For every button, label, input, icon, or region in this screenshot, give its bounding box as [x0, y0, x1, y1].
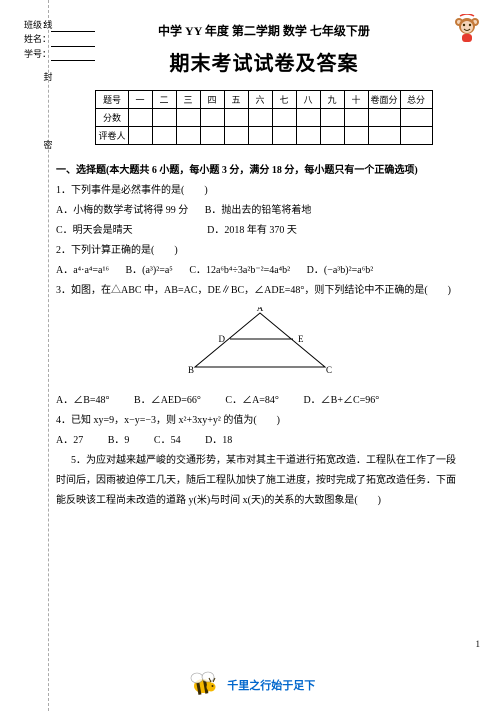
class-blank — [51, 22, 95, 32]
page-number: 1 — [476, 639, 481, 649]
q2-opt-a: A．a⁴·a⁴=a¹⁶ — [56, 261, 109, 281]
q2-opt-b: B．(a³)²=a⁵ — [125, 261, 172, 281]
table-cell — [296, 109, 320, 127]
footer-text: 千里之行始于足下 — [227, 677, 315, 693]
q1-options-row2: C．明天会是晴天 D．2018 年有 370 天 — [56, 221, 464, 241]
table-cell — [152, 109, 176, 127]
binding-dashed-line — [48, 0, 49, 711]
table-cell — [176, 127, 200, 145]
score-table: 题号 一 二 三 四 五 六 七 八 九 十 卷面分 总分 分数 评卷人 — [95, 90, 432, 145]
q3-stem: 3．如图，在△ABC 中，AB=AC，DE∥BC，∠ADE=48°，则下列结论中… — [56, 281, 464, 301]
table-cell: 六 — [248, 91, 272, 109]
table-row: 评卷人 — [96, 127, 432, 145]
q4-opt-a: A．27 — [56, 431, 83, 451]
table-cell — [176, 109, 200, 127]
q2-options: A．a⁴·a⁴=a¹⁶ B．(a³)²=a⁵ C．12a⁶b⁴÷3a²b⁻²=4… — [56, 261, 464, 281]
q1-stem: 1．下列事件是必然事件的是( ) — [56, 181, 464, 201]
table-row: 分数 — [96, 109, 432, 127]
id-blank — [51, 51, 95, 61]
q3-opt-a: A．∠B=48° — [56, 391, 110, 411]
table-row: 题号 一 二 三 四 五 六 七 八 九 十 卷面分 总分 — [96, 91, 432, 109]
fig-label-E: E — [298, 334, 304, 344]
q5-stem: 5．为应对越来越严峻的交通形势，某市对其主干道进行拓宽改造．工程队在工作了一段时… — [56, 451, 464, 511]
q4-opt-c: C．54 — [154, 431, 181, 451]
table-cell — [344, 109, 368, 127]
q2-opt-c: C．12a⁶b⁴÷3a²b⁻²=4a⁴b² — [189, 261, 290, 281]
header-subtitle: 中学 YY 年度 第二学期 数学 七年级下册 — [56, 22, 472, 39]
binding-label-mid: 封 — [42, 70, 54, 83]
table-cell: 卷面分 — [368, 91, 400, 109]
table-cell: 五 — [224, 91, 248, 109]
monkey-icon — [454, 14, 480, 44]
table-cell — [320, 127, 344, 145]
table-cell: 评卷人 — [96, 127, 128, 145]
name-label: 姓名： — [24, 32, 51, 46]
fig-label-B: B — [188, 365, 194, 375]
footer: 千里之行始于足下 — [0, 668, 502, 701]
q3-opt-c: C．∠A=84° — [225, 391, 279, 411]
q1-opt-b: B．抛出去的铅笔将着地 — [205, 201, 312, 221]
table-cell — [200, 127, 224, 145]
table-cell — [296, 127, 320, 145]
table-cell — [248, 109, 272, 127]
table-cell: 分数 — [96, 109, 128, 127]
q1-opt-c: C．明天会是晴天 — [56, 221, 133, 241]
table-cell: 八 — [296, 91, 320, 109]
table-cell: 题号 — [96, 91, 128, 109]
q4-options: A．27 B．9 C．54 D．18 — [56, 431, 464, 451]
section-1-heading: 一、选择题(本大题共 6 小题，每小题 3 分，满分 18 分，每小题只有一个正… — [56, 161, 464, 181]
table-cell: 三 — [176, 91, 200, 109]
table-cell — [152, 127, 176, 145]
q4-opt-b: B．9 — [108, 431, 130, 451]
name-blank — [51, 37, 95, 47]
q3-opt-d: D．∠B+∠C=96° — [303, 391, 379, 411]
q4-stem: 4．已知 xy=9，x−y=−3，则 x²+3xy+y² 的值为( ) — [56, 411, 464, 431]
table-cell — [368, 109, 400, 127]
fig-label-D: D — [219, 334, 226, 344]
table-cell: 二 — [152, 91, 176, 109]
table-cell: 十 — [344, 91, 368, 109]
class-label: 班级： — [24, 18, 51, 32]
fig-label-A: A — [257, 307, 264, 313]
table-cell: 四 — [200, 91, 224, 109]
table-cell — [200, 109, 224, 127]
table-cell: 七 — [272, 91, 296, 109]
fig-label-C: C — [326, 365, 332, 375]
id-label: 学号： — [24, 47, 51, 61]
q4-opt-d: D．18 — [205, 431, 232, 451]
question-body: 一、选择题(本大题共 6 小题，每小题 3 分，满分 18 分，每小题只有一个正… — [56, 161, 472, 511]
table-cell — [272, 109, 296, 127]
table-cell — [400, 109, 432, 127]
q3-options: A．∠B=48° B．∠AED=66° C．∠A=84° D．∠B+∠C=96° — [56, 391, 464, 411]
table-cell: 总分 — [400, 91, 432, 109]
table-cell — [368, 127, 400, 145]
table-cell — [272, 127, 296, 145]
q3-figure: A D E B C — [56, 307, 464, 385]
q2-stem: 2．下列计算正确的是( ) — [56, 241, 464, 261]
q3-opt-b: B．∠AED=66° — [134, 391, 201, 411]
table-cell — [344, 127, 368, 145]
table-cell — [224, 109, 248, 127]
q2-opt-d: D．(−a³b)²=a⁶b² — [307, 261, 374, 281]
table-cell — [400, 127, 432, 145]
table-cell — [224, 127, 248, 145]
binding-label-bot: 密 — [42, 138, 54, 151]
q1-options-row1: A．小梅的数学考试将得 99 分 B．抛出去的铅笔将着地 — [56, 201, 464, 221]
table-cell: 九 — [320, 91, 344, 109]
q1-opt-a: A．小梅的数学考试将得 99 分 — [56, 201, 188, 221]
table-cell — [128, 109, 152, 127]
bee-icon — [187, 668, 219, 701]
student-info-block: 班级： 姓名： 学号： — [24, 18, 95, 61]
table-cell: 一 — [128, 91, 152, 109]
table-cell — [128, 127, 152, 145]
page-title: 期末考试试卷及答案 — [56, 47, 472, 76]
q1-opt-d: D．2018 年有 370 天 — [207, 221, 297, 241]
table-cell — [248, 127, 272, 145]
table-cell — [320, 109, 344, 127]
